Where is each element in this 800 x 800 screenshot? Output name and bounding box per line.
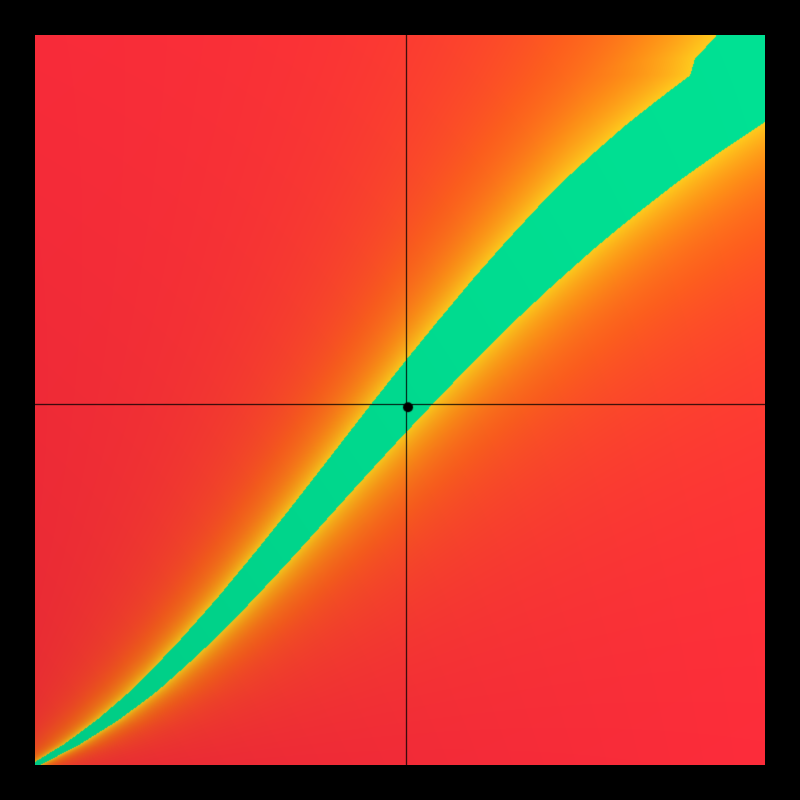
- plot-area: [35, 35, 765, 765]
- bottleneck-heatmap: [35, 35, 765, 765]
- chart-container: TheBottleneck.com: [0, 0, 800, 800]
- attribution-label: TheBottleneck.com: [587, 4, 784, 28]
